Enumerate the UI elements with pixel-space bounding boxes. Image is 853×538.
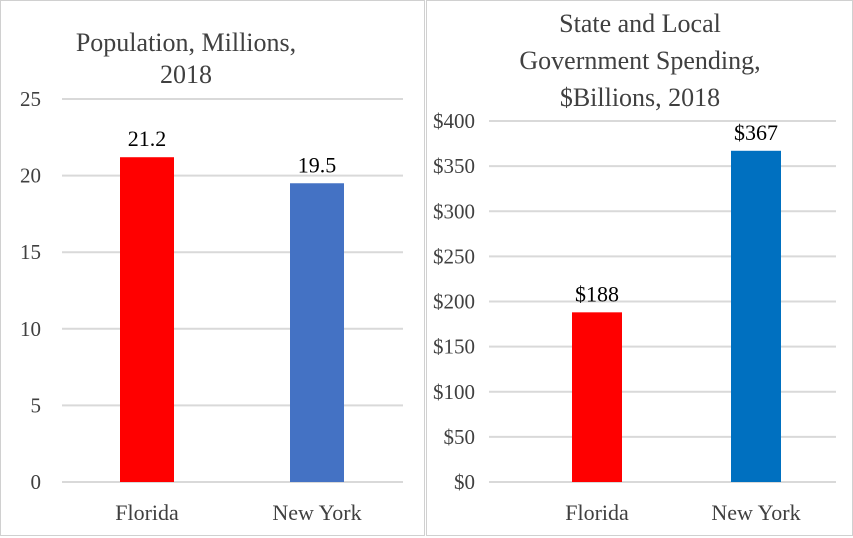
y-tick-label: 10 — [20, 317, 41, 341]
population-chart-panel: Population, Millions, 2018 0 5 10 15 20 25 21.2 F… — [0, 0, 425, 536]
chart-title: Population, Millions, — [76, 28, 296, 57]
bar-new-york — [731, 150, 781, 482]
y-tick-label: 20 — [20, 164, 41, 188]
y-tick-label: 15 — [20, 240, 41, 264]
spending-chart-panel: State and Local Government Spending, $Bill… — [426, 0, 853, 536]
data-label: $367 — [734, 120, 778, 145]
bar-florida — [120, 157, 174, 482]
chart-title: $Billions, 2018 — [560, 83, 720, 112]
bar-new-york — [290, 183, 344, 482]
y-tick-label: $100 — [433, 380, 475, 404]
bar-florida — [572, 312, 622, 482]
y-tick-label: $350 — [433, 154, 475, 178]
y-tick-label: $150 — [433, 335, 475, 359]
y-tick-label: $50 — [444, 425, 476, 449]
x-category-label: New York — [711, 500, 800, 525]
y-tick-label: $400 — [433, 109, 475, 133]
data-label: 21.2 — [128, 126, 167, 151]
chart-title: 2018 — [160, 60, 212, 89]
spending-chart: State and Local Government Spending, $Bill… — [433, 9, 836, 525]
y-tick-label: 5 — [31, 393, 42, 417]
data-label: $188 — [575, 281, 619, 306]
chart-title: State and Local — [559, 9, 721, 38]
y-tick-label: $0 — [454, 470, 475, 494]
y-tick-label: $300 — [433, 199, 475, 223]
x-category-label: Florida — [115, 500, 179, 525]
y-tick-label: 25 — [20, 87, 41, 111]
y-tick-label: $200 — [433, 290, 475, 314]
data-label: 19.5 — [298, 152, 337, 177]
y-tick-label: 0 — [31, 470, 42, 494]
y-tick-label: $250 — [433, 244, 475, 268]
population-chart: Population, Millions, 2018 0 5 10 15 20 25 21.2 F… — [20, 28, 403, 525]
chart-title: Government Spending, — [519, 46, 760, 75]
x-category-label: New York — [272, 500, 361, 525]
x-category-label: Florida — [565, 500, 629, 525]
